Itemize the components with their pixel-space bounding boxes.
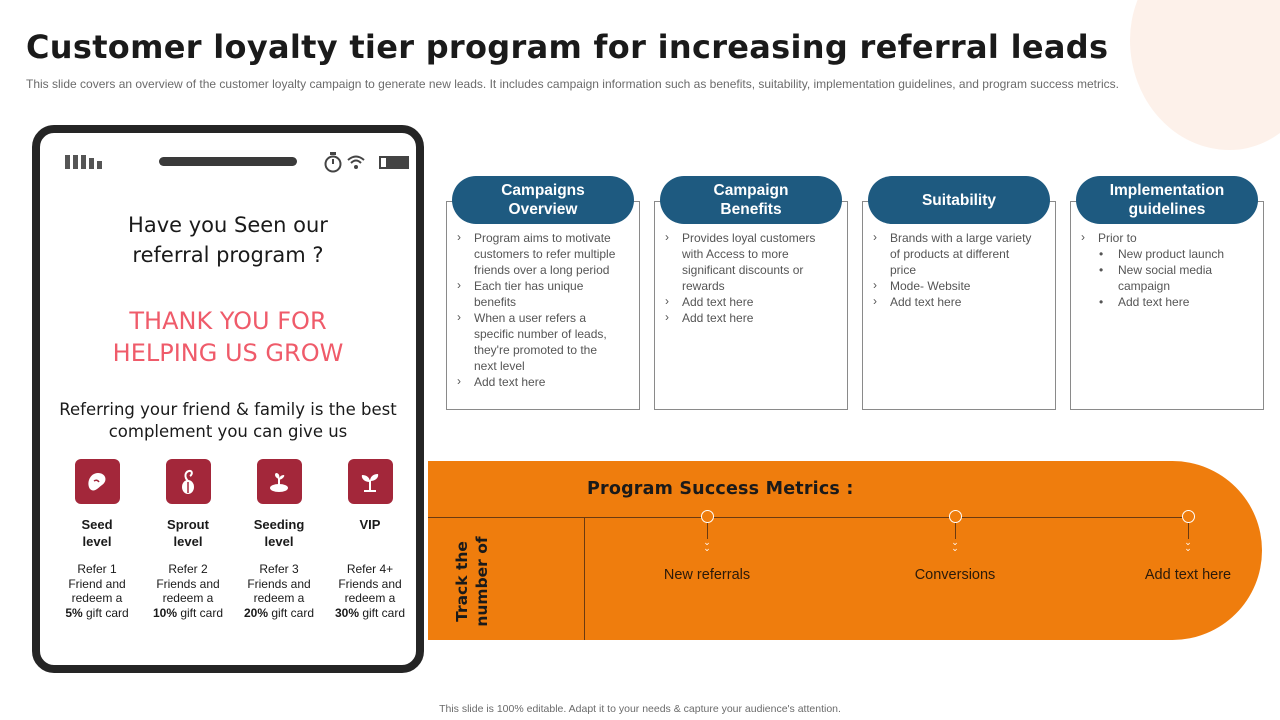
list-item-continued: significant discounts or: [682, 263, 804, 277]
seed-icon: [74, 459, 120, 504]
card-list: Prior to New product launch New social m…: [1079, 229, 1255, 310]
list-item: Each tier has unique: [455, 277, 631, 294]
tier-sprout: Sprout level Refer 2 Friends and redeem a…: [143, 459, 233, 620]
card-campaign-benefits: Provides loyal customers with Access to …: [654, 201, 848, 410]
metric-conversions: ⌄ ⌄ Conversions: [855, 510, 1055, 583]
list-item: Add text here: [663, 293, 839, 310]
metric-marker: [948, 510, 962, 523]
list-item-continued: next level: [474, 359, 525, 373]
seedling-icon: [256, 459, 302, 504]
decorative-blob: [1130, 0, 1280, 150]
tier-vip: VIP Refer 4+ Friends and redeem a 30% gi…: [325, 459, 415, 620]
referral-text: Referring your friend & family is the be…: [59, 400, 397, 441]
card-title-suitability: Suitability: [868, 176, 1050, 224]
chevron-down-icon: ⌄ ⌄: [951, 537, 959, 553]
track-label: Track the number of: [453, 536, 491, 627]
thank-you-text: THANK YOU FOR HELPING US GROW: [112, 307, 344, 367]
list-subitem: New social media: [1079, 262, 1255, 278]
card-title-campaign-benefits: Campaign Benefits: [660, 176, 842, 224]
metric-marker: [700, 510, 714, 523]
phone-mockup: Have you Seen our referral program ? THA…: [32, 125, 424, 673]
list-item: Mode- Website: [871, 277, 1047, 294]
battery-icon: [379, 155, 409, 169]
list-item: Brands with a large variety: [871, 229, 1047, 246]
list-item-continued: price: [890, 263, 917, 277]
metric-label: New referrals: [663, 567, 751, 583]
card-list: Program aims to motivate customers to re…: [455, 229, 631, 390]
card-title-campaigns-overview: Campaigns Overview: [452, 176, 634, 224]
metrics-column-divider: [584, 517, 585, 640]
list-item: Add text here: [871, 293, 1047, 310]
list-item-continued: friends over a long period: [474, 263, 610, 277]
chevron-down-icon: ⌄ ⌄: [1184, 537, 1192, 553]
list-item: Provides loyal customers: [663, 229, 839, 246]
metric-label: Conversions: [914, 567, 996, 583]
stopwatch-icon: [324, 152, 342, 173]
metric-add-text: ⌄ ⌄ Add text here: [1088, 510, 1280, 583]
list-item-continued: campaign: [1118, 279, 1171, 293]
list-item: Add text here: [663, 309, 839, 326]
slide-title: Customer loyalty tier program for increa…: [26, 28, 1109, 66]
phone-heading: Have you Seen our referral program ?: [128, 213, 328, 267]
tier-seed: Seed level Refer 1 Friend and redeem a 5%…: [52, 459, 142, 620]
plant-icon: [347, 459, 393, 504]
list-item: Add text here: [455, 373, 631, 390]
list-item: Program aims to motivate: [455, 229, 631, 246]
list-subitem: Add text here: [1079, 294, 1255, 310]
program-success-metrics: Program Success Metrics : Track the numb…: [428, 461, 1262, 640]
metric-marker: [1181, 510, 1195, 523]
metric-label: Add text here: [1144, 567, 1232, 583]
list-item-continued: of products at different: [890, 247, 1010, 261]
list-item-continued: customers to refer multiple: [474, 247, 616, 261]
card-campaigns-overview: Program aims to motivate customers to re…: [446, 201, 640, 410]
chevron-down-icon: ⌄ ⌄: [703, 537, 711, 553]
list-item-continued: rewards: [682, 279, 725, 293]
list-item: Prior to: [1079, 229, 1255, 246]
slide-footer: This slide is 100% editable. Adapt it to…: [439, 703, 841, 715]
wifi-icon: [347, 155, 365, 169]
sprout-icon: [165, 459, 211, 504]
metrics-title: Program Success Metrics :: [587, 479, 854, 499]
phone-speaker: [159, 157, 297, 166]
signal-icon: [65, 155, 102, 169]
status-icons: [323, 151, 409, 173]
metric-new-referrals: ⌄ ⌄ New referrals: [607, 510, 807, 583]
list-item-continued: benefits: [474, 295, 517, 309]
card-title-implementation-guidelines: Implementation guidelines: [1076, 176, 1258, 224]
metrics-divider: [428, 517, 1188, 518]
list-item-continued: they're promoted to the: [474, 343, 598, 357]
list-item-continued: with Access to more: [682, 247, 789, 261]
list-item-continued: specific number of leads,: [474, 327, 607, 341]
card-suitability: Brands with a large variety of products …: [862, 201, 1056, 410]
card-list: Provides loyal customers with Access to …: [663, 229, 839, 326]
slide-subtitle: This slide covers an overview of the cus…: [26, 77, 1119, 91]
card-list: Brands with a large variety of products …: [871, 229, 1047, 310]
list-subitem: New product launch: [1079, 246, 1255, 262]
tier-seeding: Seeding level Refer 3 Friends and redeem …: [234, 459, 324, 620]
card-implementation-guidelines: Prior to New product launch New social m…: [1070, 201, 1264, 410]
list-item: When a user refers a: [455, 309, 631, 326]
